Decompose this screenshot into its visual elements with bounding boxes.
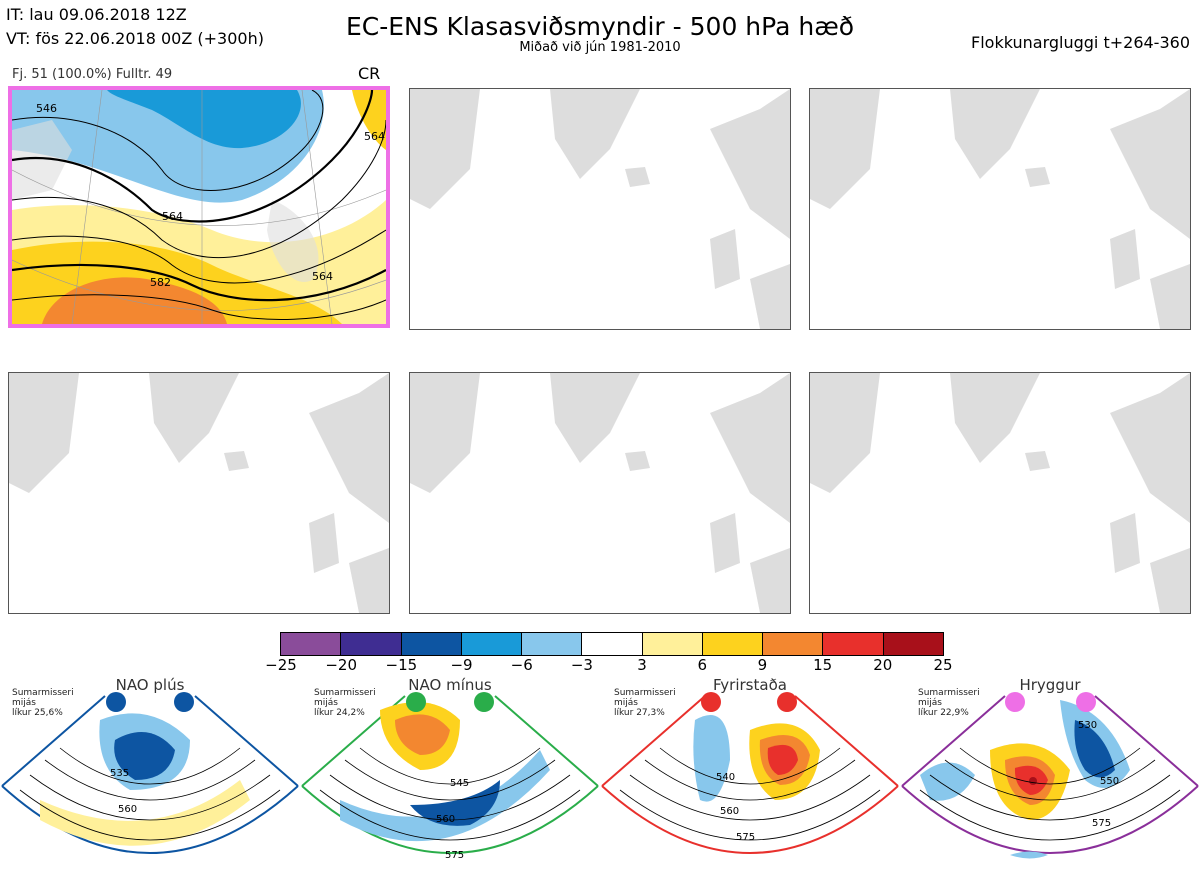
colorbar-tick-label: 9 bbox=[757, 656, 768, 674]
regime-name: Hryggur bbox=[1019, 676, 1081, 694]
colorbar-tick-label: 20 bbox=[873, 656, 893, 674]
colorbar-swatch bbox=[401, 633, 462, 655]
valid-time: VT: fös 22.06.2018 00Z (+300h) bbox=[6, 29, 264, 48]
regime-season: Sumarmisseri bbox=[12, 688, 74, 698]
page-title: EC-ENS Klasasviðsmyndir - 500 hPa hæð bbox=[345, 12, 855, 41]
contour-label: 530 bbox=[1078, 720, 1097, 731]
colorbar-tick-label: −25 bbox=[265, 656, 297, 674]
regime-prob: líkur 24,2% bbox=[314, 708, 365, 718]
regime-map: 530 550 575 bbox=[901, 692, 1199, 859]
regime-map: 545 560 575 bbox=[301, 692, 599, 861]
contour-label: 575 bbox=[1092, 818, 1111, 829]
cluster-info: Fj. 51 (100.0%) Fulltr. 49 bbox=[12, 67, 173, 82]
contour-label: 540 bbox=[716, 772, 735, 783]
regime-prob: líkur 27,3% bbox=[614, 708, 665, 718]
cluster-panel-2[interactable] bbox=[409, 88, 791, 330]
regime-nao-plus: Sumarmisseri mijás líkur 25,6% NAO plús … bbox=[0, 676, 300, 871]
cluster-panel-1[interactable]: 546 564 564 582 564 bbox=[8, 86, 390, 328]
colorbar-tick-label: −6 bbox=[510, 656, 533, 674]
anomaly-colorbar bbox=[280, 632, 944, 656]
cluster-map-3 bbox=[810, 89, 1190, 329]
contour-label: 550 bbox=[1100, 776, 1119, 787]
colorbar-swatch bbox=[763, 633, 824, 655]
cluster-tag: CR bbox=[358, 64, 381, 83]
colorbar-tick-label: −3 bbox=[570, 656, 593, 674]
contour-label: 560 bbox=[118, 804, 137, 815]
regime-name: NAO plús bbox=[115, 676, 185, 694]
cluster-map-6 bbox=[810, 373, 1190, 613]
contour-label: 560 bbox=[436, 814, 455, 825]
regime-prob: líkur 22,9% bbox=[918, 708, 969, 718]
regime-map: 540 560 575 bbox=[601, 692, 899, 854]
contour-label: 545 bbox=[450, 778, 469, 789]
classification-window: Flokkunargluggi t+264-360 bbox=[971, 33, 1190, 52]
colorbar-tick-label: −20 bbox=[325, 656, 357, 674]
colorbar-swatch bbox=[281, 633, 342, 655]
contour-label: 564 bbox=[364, 130, 385, 143]
regime-name: NAO mínus bbox=[408, 676, 492, 694]
regime-prob: líkur 25,6% bbox=[12, 708, 63, 718]
regime-season: Sumarmisseri bbox=[314, 688, 376, 698]
contour-label: 535 bbox=[110, 768, 129, 779]
colorbar-swatch bbox=[341, 633, 402, 655]
initial-time: IT: lau 09.06.2018 12Z bbox=[6, 5, 187, 24]
regime-ridge: Sumarmisseri mijás líkur 22,9% Hryggur 5… bbox=[900, 676, 1200, 871]
page-subtitle: Miðað við jún 1981-2010 bbox=[519, 40, 681, 55]
colorbar-swatch bbox=[702, 633, 764, 655]
colorbar-swatch bbox=[883, 633, 943, 655]
colorbar-tick-label: 6 bbox=[697, 656, 708, 674]
cluster-map-5 bbox=[410, 373, 790, 613]
contour-label: 575 bbox=[445, 850, 464, 861]
regime-nao-minus: Sumarmisseri mijás líkur 24,2% NAO mínus… bbox=[300, 676, 600, 871]
colorbar-tick-label: 15 bbox=[813, 656, 833, 674]
colorbar-swatch bbox=[461, 633, 523, 655]
cluster-panel-6[interactable] bbox=[809, 372, 1191, 614]
cluster-panel-4[interactable] bbox=[8, 372, 390, 614]
regime-season: Sumarmisseri bbox=[918, 688, 980, 698]
regime-sub: mijás bbox=[918, 698, 942, 708]
regime-map: 535 560 bbox=[1, 692, 299, 854]
regime-blocking: Sumarmisseri mijás líkur 27,3% Fyrirstað… bbox=[600, 676, 900, 871]
regime-sub: mijás bbox=[12, 698, 36, 708]
regime-season: Sumarmisseri bbox=[614, 688, 676, 698]
regime-sub: mijás bbox=[614, 698, 638, 708]
cluster-map-4 bbox=[9, 373, 389, 613]
colorbar-tick-label: 25 bbox=[933, 656, 953, 674]
regime-name: Fyrirstaða bbox=[713, 676, 787, 694]
contour-label: 575 bbox=[736, 832, 755, 843]
colorbar-swatch bbox=[823, 633, 884, 655]
cluster-map-1: 546 564 564 582 564 bbox=[12, 90, 386, 324]
colorbar-tick-label: −15 bbox=[385, 656, 418, 674]
contour-label: 564 bbox=[162, 210, 183, 223]
colorbar-tick-label: 3 bbox=[637, 656, 647, 674]
contour-label: 546 bbox=[36, 102, 57, 115]
colorbar-swatch bbox=[642, 633, 703, 655]
cluster-panel-5[interactable] bbox=[409, 372, 791, 614]
colorbar-tick-label: −9 bbox=[450, 656, 473, 674]
cluster-panel-3[interactable] bbox=[809, 88, 1191, 330]
contour-label: 582 bbox=[150, 276, 171, 289]
contour-label: 560 bbox=[720, 806, 739, 817]
colorbar-swatch bbox=[582, 633, 643, 655]
colorbar-swatch bbox=[522, 633, 583, 655]
contour-label: 564 bbox=[312, 270, 333, 283]
cluster-map-2 bbox=[410, 89, 790, 329]
regime-sub: mijás bbox=[314, 698, 338, 708]
